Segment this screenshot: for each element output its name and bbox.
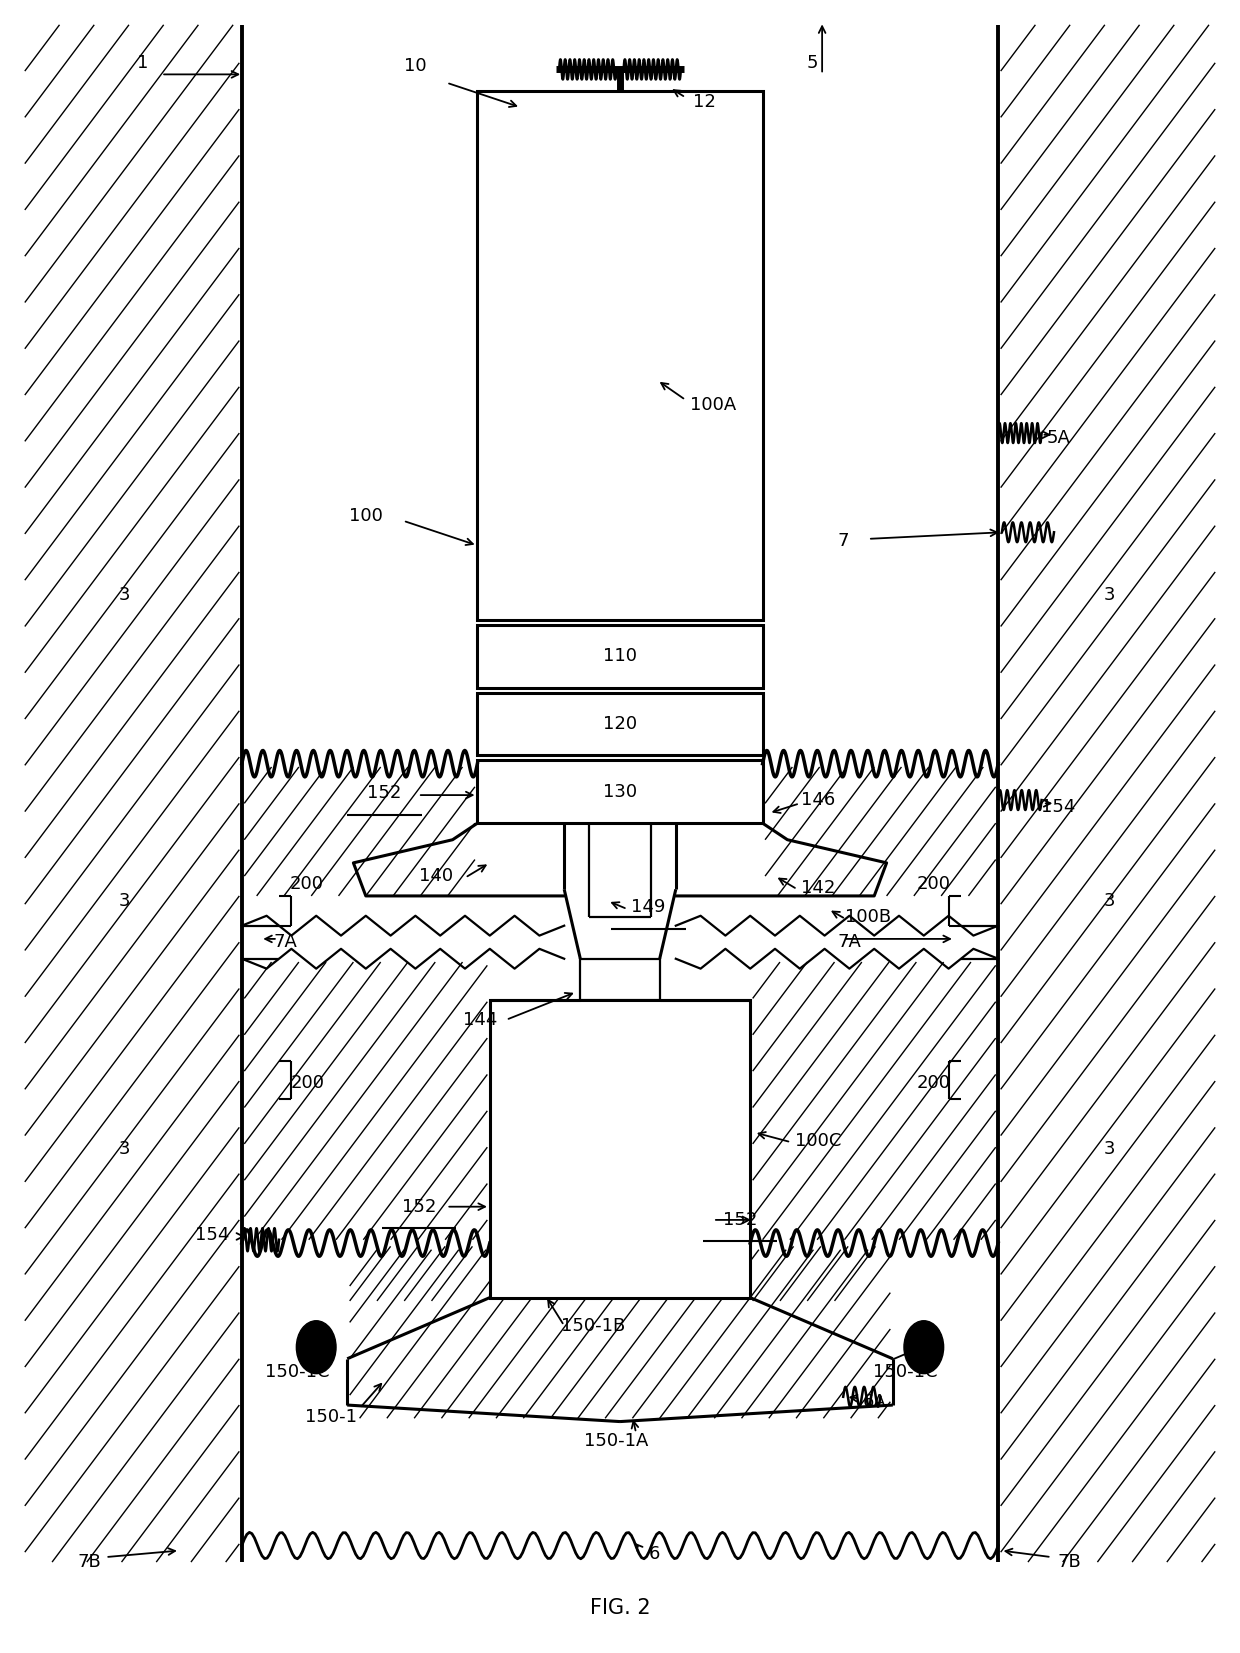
Bar <box>580 959 660 1000</box>
Text: 150-1: 150-1 <box>305 1408 357 1425</box>
Text: 5: 5 <box>806 55 818 71</box>
Text: 3: 3 <box>118 893 130 909</box>
Text: 3: 3 <box>1104 587 1116 603</box>
Text: 200: 200 <box>916 876 951 893</box>
Text: 7B: 7B <box>77 1554 102 1570</box>
Bar <box>490 1000 750 1298</box>
Text: 100B: 100B <box>844 909 892 926</box>
Text: 6A: 6A <box>862 1393 887 1410</box>
Text: 140: 140 <box>419 868 454 884</box>
Text: FIG. 2: FIG. 2 <box>590 1598 650 1618</box>
Text: 7: 7 <box>837 532 849 549</box>
Text: 154: 154 <box>195 1227 229 1243</box>
Text: 7A: 7A <box>837 934 862 950</box>
Text: 142: 142 <box>801 879 836 896</box>
Bar <box>477 625 763 688</box>
Text: 144: 144 <box>463 1012 497 1028</box>
Text: 100A: 100A <box>689 397 737 413</box>
Text: 150-1C: 150-1C <box>265 1364 330 1380</box>
Text: 100C: 100C <box>795 1132 842 1149</box>
Text: 3: 3 <box>118 587 130 603</box>
Bar <box>477 91 763 620</box>
Text: 200: 200 <box>289 876 324 893</box>
Text: 100: 100 <box>348 507 383 524</box>
Text: 7A: 7A <box>273 934 298 950</box>
Text: 152: 152 <box>367 785 402 802</box>
Text: 3: 3 <box>1104 1141 1116 1157</box>
Text: 7B: 7B <box>1056 1554 1081 1570</box>
Text: 5A: 5A <box>1047 430 1071 446</box>
Text: 130: 130 <box>603 784 637 800</box>
Text: 10: 10 <box>404 58 427 74</box>
Text: 150-1B: 150-1B <box>560 1317 625 1334</box>
Circle shape <box>296 1321 336 1374</box>
Text: 6: 6 <box>649 1546 661 1562</box>
Circle shape <box>904 1321 944 1374</box>
Text: 152: 152 <box>723 1212 758 1228</box>
Text: 149: 149 <box>631 899 666 916</box>
Text: 12: 12 <box>693 94 715 111</box>
Text: 150-1A: 150-1A <box>584 1433 649 1450</box>
Text: 200: 200 <box>916 1074 951 1091</box>
Text: 1: 1 <box>136 55 149 71</box>
Text: 146: 146 <box>801 792 836 808</box>
Text: 150-1C: 150-1C <box>873 1364 937 1380</box>
Bar <box>477 760 763 823</box>
Text: 200: 200 <box>290 1074 325 1091</box>
Text: 120: 120 <box>603 716 637 732</box>
Text: 110: 110 <box>603 648 637 665</box>
Text: 154: 154 <box>1040 798 1075 815</box>
Text: 152: 152 <box>402 1198 436 1215</box>
Text: 3: 3 <box>118 1141 130 1157</box>
Text: 3: 3 <box>1104 893 1116 909</box>
Bar <box>477 693 763 755</box>
